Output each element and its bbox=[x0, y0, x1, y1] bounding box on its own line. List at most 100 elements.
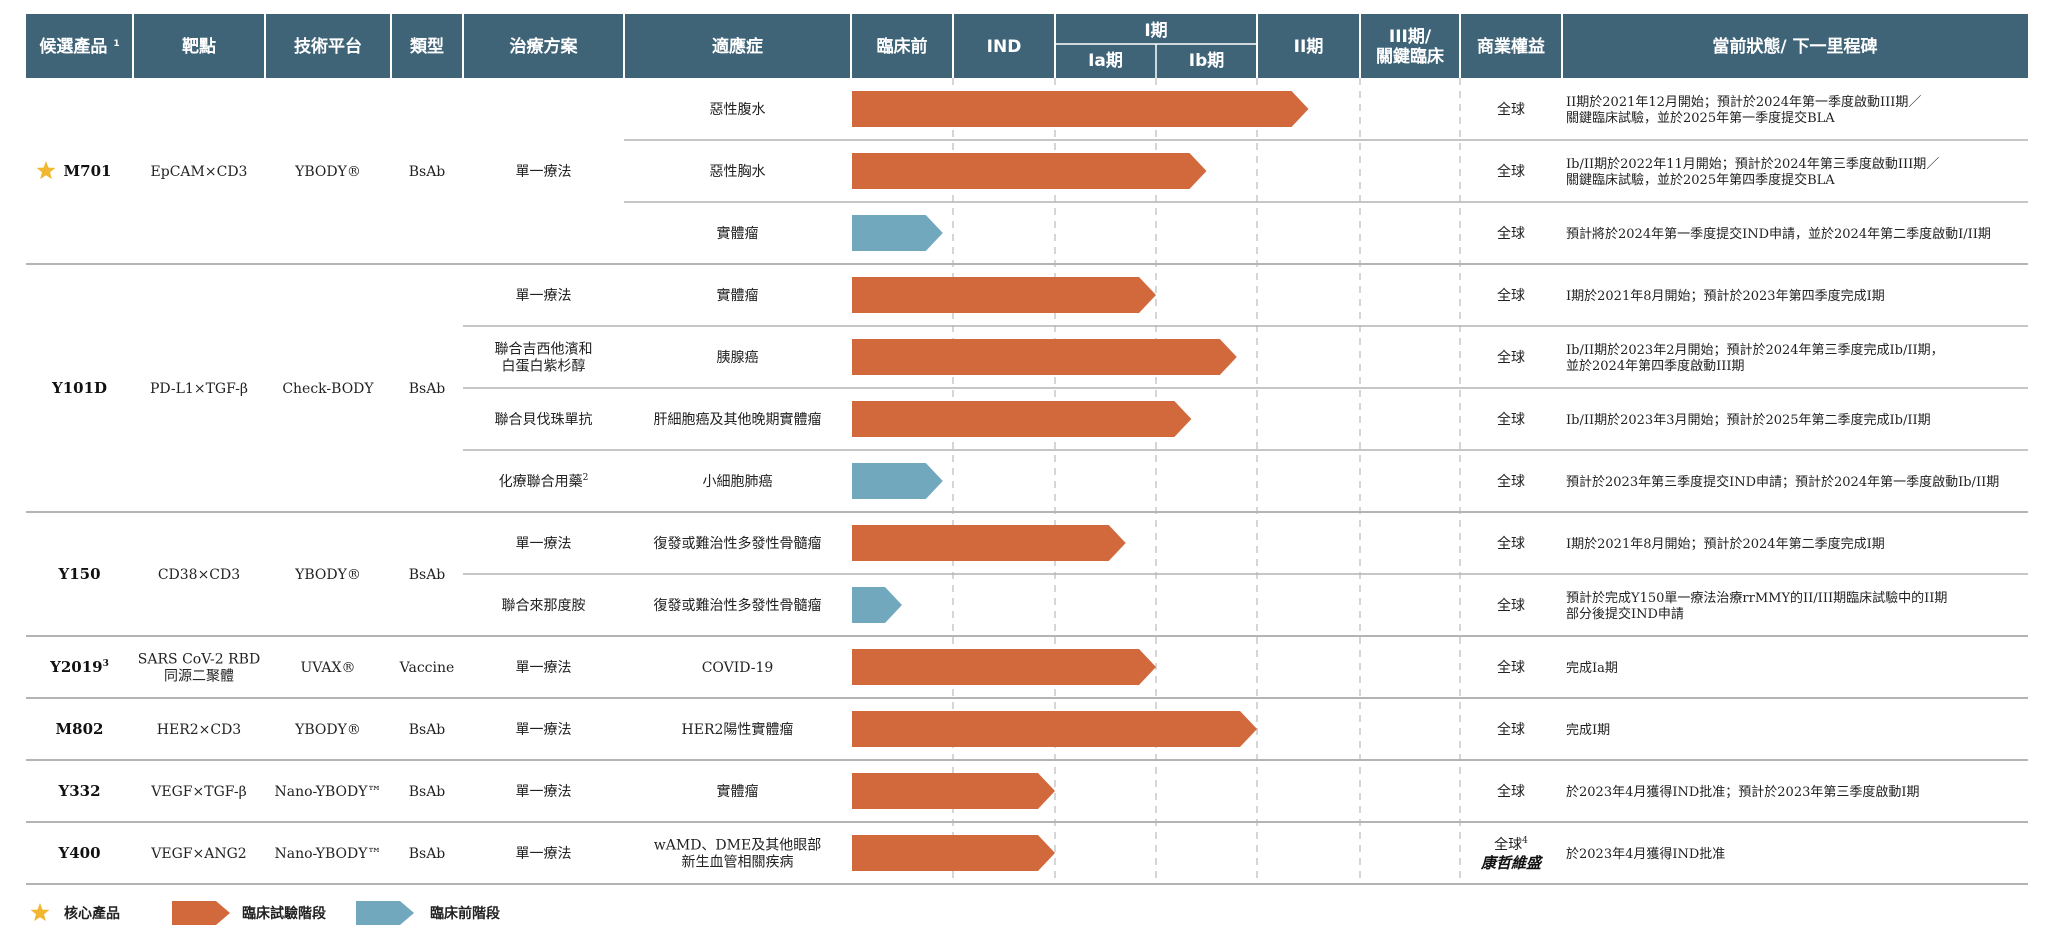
indication-cell: 小細胞肺癌 bbox=[703, 474, 773, 490]
pipeline-row: HER2陽性實體瘤 全球 完成I期 bbox=[682, 711, 1610, 747]
status-cell: Ib/II期於2023年2月開始；預計於2024年第三季度完成Ib/II期，並於… bbox=[1566, 342, 1944, 374]
indication-cell: 復發或難治性多發性骨髓瘤 bbox=[654, 535, 822, 552]
status-cell: 完成I期 bbox=[1566, 723, 1610, 738]
therapy-cell: 單一療法 bbox=[516, 659, 572, 676]
header-candidate: 候選產品 1 bbox=[39, 36, 119, 57]
rights-cell: 全球4 bbox=[1494, 836, 1528, 853]
product-type: BsAb bbox=[409, 846, 446, 862]
pipeline-row: 小細胞肺癌 全球 預計於2023年第三季度提交IND申請；預計於2024年第一季度啟… bbox=[703, 463, 1999, 499]
therapy-cell: 單一療法 bbox=[516, 535, 572, 552]
status-cell: I期於2021年8月開始；預計於2024年第二季度完成I期 bbox=[1566, 536, 1885, 552]
status-cell: 於2023年4月獲得IND批准；預計於2023年第三季度啟動I期 bbox=[1566, 784, 1920, 800]
core-star-icon bbox=[36, 161, 56, 180]
indication-cell: 復發或難治性多發性骨髓瘤 bbox=[654, 597, 822, 614]
product-platform: YBODY® bbox=[294, 722, 361, 738]
rights-cell: 全球 bbox=[1497, 411, 1525, 428]
clinical-progress-arrow bbox=[852, 401, 1192, 437]
product-y101d: Y101D bbox=[51, 379, 107, 397]
product-m701: M701 bbox=[36, 161, 111, 180]
rights-cell: 全球 bbox=[1497, 783, 1525, 800]
clinical-progress-arrow bbox=[852, 91, 1309, 127]
legend: 核心產品 臨床試驗階段 臨床前階段 bbox=[30, 901, 500, 925]
pipeline-row: 惡性腹水 全球 II期於2021年12月開始；預計於2024年第一季度啟動III期／… bbox=[710, 91, 1921, 127]
product-platform: UVAX® bbox=[300, 660, 355, 676]
product-platform: YBODY® bbox=[294, 164, 361, 180]
indication-cell: 實體瘤 bbox=[717, 287, 759, 304]
product-columns: M701 EpCAM×CD3 YBODY® BsAb Y101D PD-L1×TGF-β C… bbox=[36, 161, 593, 862]
product-y400: Y400 bbox=[57, 844, 100, 862]
clinical-progress-arrow bbox=[852, 277, 1156, 313]
status-cell: 完成Ia期 bbox=[1566, 661, 1618, 676]
product-name: Y400 bbox=[57, 844, 100, 862]
product-type: Vaccine bbox=[399, 660, 455, 676]
product-target: HER2×CD3 bbox=[157, 722, 241, 738]
product-y332: Y332 bbox=[57, 782, 100, 800]
header-phase1a: Ia期 bbox=[1088, 51, 1123, 71]
product-type: BsAb bbox=[409, 784, 446, 800]
clinical-progress-arrow bbox=[852, 525, 1126, 561]
status-cell: I期於2021年8月開始；預計於2023年第四季度完成I期 bbox=[1566, 288, 1885, 304]
status-cell: 於2023年4月獲得IND批准 bbox=[1566, 846, 1725, 862]
product-y150: Y150 bbox=[57, 565, 100, 583]
therapy-cell: 單一療法 bbox=[516, 163, 572, 180]
rights-cell: 全球 bbox=[1497, 101, 1525, 118]
product-target: EpCAM×CD3 bbox=[151, 164, 248, 180]
indication-cell: 實體瘤 bbox=[717, 225, 759, 242]
rights-cell: 全球 bbox=[1497, 597, 1525, 614]
table-header: 候選產品 1 靶點 技術平台 類型 治療方案 適應症 臨床前 IND II期 商業權益 當前狀態/ 下… bbox=[26, 14, 2028, 78]
header-status: 當前狀態/ 下一里程碑 bbox=[1712, 36, 1877, 57]
pipeline-row: 實體瘤 全球 預計將於2024年第一季度提交IND申請，並於2024年第二季度啟動I… bbox=[717, 215, 1991, 251]
rights-partner: 康哲維盛 bbox=[1480, 854, 1544, 872]
product-name: Y150 bbox=[57, 565, 100, 583]
indication-cell: 胰腺癌 bbox=[717, 350, 759, 366]
preclinical-progress-arrow bbox=[852, 463, 943, 499]
product-platform: Nano-YBODY™ bbox=[275, 784, 382, 800]
pipeline-row: 實體瘤 全球 I期於2021年8月開始；預計於2023年第四季度完成I期 bbox=[717, 277, 1885, 313]
product-target: VEGF×ANG2 bbox=[150, 846, 246, 862]
rights-cell: 全球 bbox=[1497, 163, 1525, 180]
product-platform: Nano-YBODY™ bbox=[275, 846, 382, 862]
clinical-progress-arrow bbox=[852, 339, 1237, 375]
product-name: M802 bbox=[56, 720, 104, 738]
header-type: 類型 bbox=[409, 36, 444, 57]
legend-core-label: 核心產品 bbox=[64, 905, 120, 922]
product-name: Y20193 bbox=[49, 658, 109, 676]
status-cell: Ib/II期於2022年11月開始；預計於2024年第三季度啟動III期／關鍵臨… bbox=[1566, 156, 1939, 188]
product-type: BsAb bbox=[409, 381, 446, 397]
status-cell: 預計於2023年第三季度提交IND申請；預計於2024年第一季度啟動Ib/II期 bbox=[1566, 474, 1999, 490]
indication-cell: 惡性胸水 bbox=[710, 164, 766, 180]
header-phase1b: Ib期 bbox=[1189, 51, 1225, 71]
pipeline-row: 肝細胞癌及其他晚期實體瘤 全球 Ib/II期於2023年3月開始；預計於2025年第… bbox=[654, 401, 1931, 437]
header-platform: 技術平台 bbox=[294, 36, 362, 57]
header-phase1: I期 bbox=[1144, 21, 1167, 41]
header-band bbox=[26, 14, 2028, 78]
product-name: Y332 bbox=[57, 782, 100, 800]
rights-cell: 全球 bbox=[1497, 535, 1525, 552]
indication-cell: COVID-19 bbox=[702, 660, 774, 676]
header-therapy: 治療方案 bbox=[510, 36, 579, 57]
therapy-cell: 化療聯合用藥2 bbox=[499, 473, 589, 490]
product-target: PD-L1×TGF-β bbox=[150, 381, 248, 397]
product-target: SARS CoV-2 RBD 同源二聚體 bbox=[138, 652, 260, 685]
preclinical-progress-arrow bbox=[852, 215, 943, 251]
indication-cell: 惡性腹水 bbox=[710, 101, 766, 118]
product-type: BsAb bbox=[409, 567, 446, 583]
indication-cell: wAMD、DME及其他眼部新生血管相關疾病 bbox=[654, 838, 821, 871]
pipeline-row: 胰腺癌 全球 Ib/II期於2023年2月開始；預計於2024年第三季度完成Ib/I… bbox=[717, 339, 1944, 375]
product-y2019: Y20193 bbox=[49, 658, 109, 676]
rights-cell: 全球 bbox=[1497, 473, 1525, 490]
header-phase3: III期/關鍵臨床 bbox=[1376, 27, 1445, 67]
product-platform: YBODY® bbox=[294, 567, 361, 583]
rights-cell: 全球 bbox=[1497, 349, 1525, 366]
product-type: BsAb bbox=[409, 164, 446, 180]
therapy-cell: 聯合貝伐珠單抗 bbox=[495, 412, 593, 428]
product-type: BsAb bbox=[409, 722, 446, 738]
pipeline-row: 復發或難治性多發性骨髓瘤 全球 I期於2021年8月開始；預計於2024年第二季度完… bbox=[654, 525, 1885, 561]
legend-clinical-arrow-icon bbox=[172, 901, 230, 925]
pipeline-row: 復發或難治性多發性骨髓瘤 全球 預計於完成Y150單一療法治療rrMMY的II/II… bbox=[654, 587, 1947, 623]
legend-star-icon bbox=[30, 903, 50, 922]
status-cell: Ib/II期於2023年3月開始；預計於2025年第二季度完成Ib/II期 bbox=[1566, 412, 1931, 428]
product-platform: Check-BODY bbox=[282, 381, 374, 397]
status-cell: II期於2021年12月開始；預計於2024年第一季度啟動III期／關鍵臨床試驗… bbox=[1566, 94, 1921, 126]
